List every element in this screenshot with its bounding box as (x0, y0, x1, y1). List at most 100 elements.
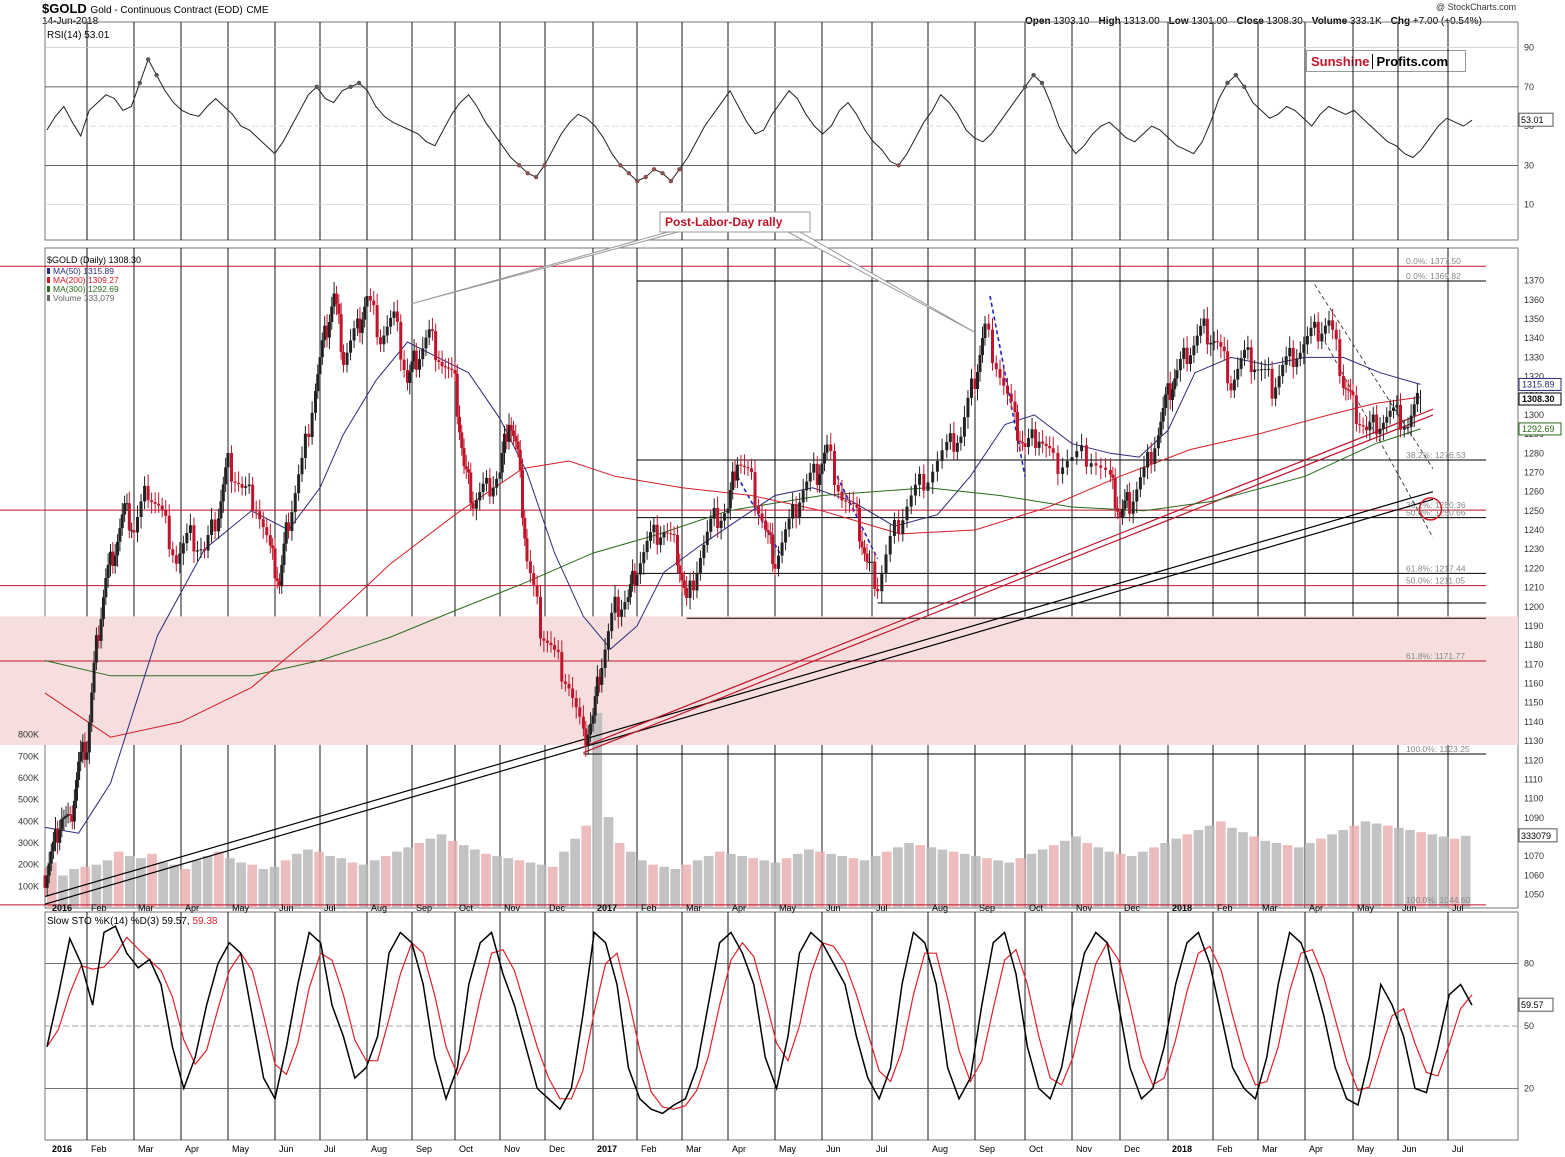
candle-body (320, 340, 324, 358)
rsi-title: RSI(14) 53.01 (47, 30, 110, 41)
candle-body (195, 550, 199, 552)
candle-body (1030, 429, 1034, 439)
x-tick-label-bottom: 2018 (1172, 1144, 1192, 1154)
candle-body (794, 504, 798, 517)
candle-body (873, 561, 877, 589)
candle-body (160, 505, 164, 510)
candle-body (1288, 347, 1292, 357)
candle-body (731, 471, 735, 490)
candle-body (70, 814, 74, 822)
candle-body (1361, 425, 1365, 427)
rsi-value-label: 53.01 (1521, 115, 1544, 125)
volume-bar (625, 851, 636, 908)
panel-frame-rsi (44, 21, 1519, 241)
candle-body (1260, 369, 1264, 371)
volume-bar (369, 860, 380, 908)
stoch-title: Slow STO %K(14) %D(3) 59.57, 59.38 (47, 916, 218, 927)
rsi-extreme-point (668, 178, 674, 184)
candle-body (645, 540, 649, 553)
annotation-box (659, 211, 811, 233)
x-tick-label-mid: Jul (324, 903, 336, 913)
candle-body (469, 472, 473, 504)
volume-bar (1293, 847, 1304, 908)
volume-bar (1382, 825, 1393, 908)
candle-body (467, 469, 470, 473)
volume-bar (971, 856, 981, 908)
volume-bar (1260, 840, 1271, 908)
candle-body (909, 495, 913, 507)
candle-body (97, 635, 101, 641)
candle-body (1346, 389, 1350, 391)
x-tick-label-mid: Feb (91, 903, 107, 913)
volume-bar (1004, 862, 1015, 908)
candle-body (1212, 341, 1216, 343)
candle-body (1075, 451, 1079, 458)
volume-bar (136, 858, 146, 908)
x-tick-label-bottom: Feb (91, 1144, 107, 1154)
candle-body (1295, 358, 1299, 367)
volume-bar (1238, 832, 1248, 908)
candle-body (987, 323, 991, 330)
rsi-extreme-point (1031, 72, 1036, 78)
candle-body (1256, 369, 1260, 371)
candle-body (1023, 443, 1027, 447)
volume-tick-label: 100K (18, 881, 39, 891)
candle-body (132, 530, 136, 533)
candle-body (379, 337, 382, 345)
candle-body (628, 584, 632, 598)
candle-body (901, 520, 905, 534)
volume-bar (1126, 856, 1137, 908)
ma300-line (44, 428, 1421, 677)
candle-body (574, 697, 578, 708)
candle-body (978, 355, 982, 373)
candle-body (325, 325, 329, 338)
candle-body (402, 359, 406, 371)
candle-body (535, 584, 539, 597)
volume-value-label: 333079 (1521, 831, 1551, 841)
fib-level-label: 0.0%: 1377.50 (1406, 256, 1461, 266)
price-value-box (1518, 392, 1562, 406)
candle-body (1118, 511, 1122, 518)
candle-body (780, 542, 784, 556)
candle-body (261, 519, 265, 528)
candle-body (174, 555, 178, 564)
x-tick-label-mid: Dec (549, 903, 566, 913)
candle-body (244, 486, 248, 488)
candle-body (549, 642, 553, 646)
volume-bar (1071, 836, 1081, 908)
x-tick-label-mid: Nov (1076, 903, 1093, 913)
volume-bar (247, 864, 258, 908)
price-value-label: 1292.69 (1522, 424, 1555, 434)
candle-body (213, 519, 217, 532)
candle-body (284, 522, 288, 544)
candle-body (75, 779, 78, 801)
candle-body (271, 545, 275, 549)
candle-body (584, 728, 588, 746)
volume-bar (91, 864, 102, 908)
candle-body (146, 485, 150, 501)
candle-body (1202, 318, 1206, 326)
symbol-text: $GOLD (42, 1, 87, 16)
candle-body (542, 638, 546, 641)
x-tick-label-mid: Mar (138, 903, 154, 913)
candle-body (716, 507, 720, 529)
rsi-extreme-point (626, 170, 632, 176)
candle-body (332, 293, 336, 307)
candle-body (1034, 429, 1038, 448)
candle-body (1402, 427, 1406, 430)
candle-body (757, 506, 761, 514)
volume-bar (781, 858, 792, 908)
candle-body (247, 484, 251, 487)
volume-bar (870, 856, 881, 908)
candle-body (695, 573, 699, 591)
volume-bar (1371, 823, 1382, 908)
x-tick-label-mid: Jun (826, 903, 841, 913)
volume-bar (993, 860, 1003, 908)
candle-body (994, 363, 998, 370)
candle-body (192, 525, 196, 552)
candle-body (525, 538, 529, 562)
candle-body (649, 532, 652, 541)
candle-body (688, 580, 692, 598)
volume-bar (481, 853, 491, 908)
candle-body (545, 640, 549, 643)
